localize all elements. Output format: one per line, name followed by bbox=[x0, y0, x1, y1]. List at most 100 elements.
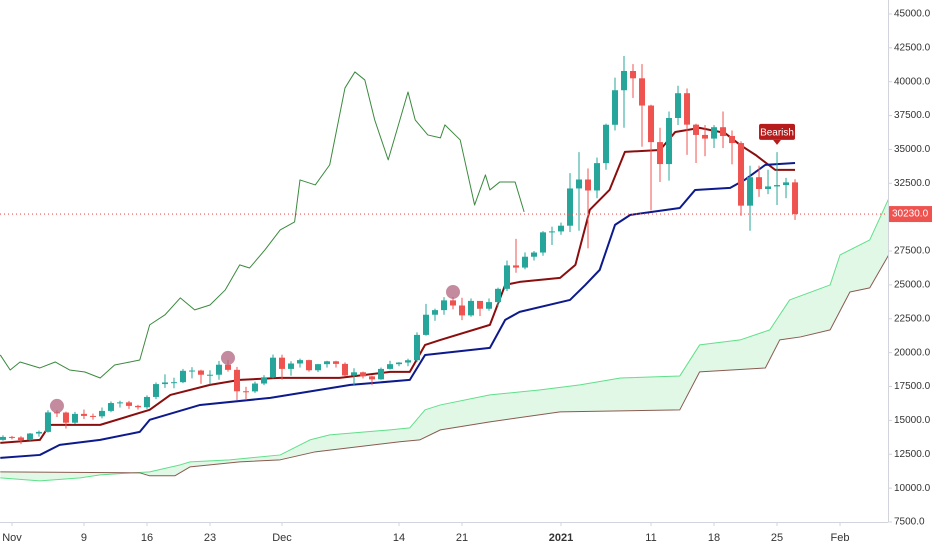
candle-body bbox=[648, 105, 655, 143]
candle-body bbox=[89, 415, 96, 417]
x-tick-label: 25 bbox=[771, 532, 783, 544]
candle-body bbox=[431, 310, 438, 315]
cloud-fill bbox=[0, 200, 888, 481]
annotation: Bearish bbox=[759, 123, 796, 145]
candle-body bbox=[251, 383, 258, 392]
y-tick-label: 45000.0 bbox=[894, 9, 931, 20]
candle-body bbox=[765, 186, 772, 189]
candle-body bbox=[459, 305, 466, 316]
y-tick-label: 10000.0 bbox=[894, 483, 931, 494]
last-price-box bbox=[889, 206, 932, 223]
candle-body bbox=[684, 93, 691, 125]
candle-body bbox=[386, 364, 393, 369]
candle-body bbox=[576, 179, 583, 189]
candle-body bbox=[206, 374, 213, 376]
y-tick-label: 40000.0 bbox=[894, 76, 931, 87]
x-tick-label: 2021 bbox=[549, 532, 573, 544]
candle-body bbox=[450, 300, 457, 306]
candle-body bbox=[17, 437, 24, 441]
candle-body bbox=[116, 402, 123, 404]
candle-body bbox=[107, 403, 114, 411]
y-tick-label: 37500.0 bbox=[894, 110, 931, 121]
candle-body bbox=[630, 70, 637, 79]
signal-marker bbox=[220, 350, 235, 365]
candle-body bbox=[179, 370, 186, 383]
candle-body bbox=[413, 334, 420, 361]
candle-body bbox=[377, 368, 384, 380]
candle-body bbox=[621, 70, 628, 91]
candle-body bbox=[224, 364, 231, 370]
x-tick-label: 11 bbox=[645, 532, 656, 544]
candle-body bbox=[269, 357, 276, 378]
annotation-pointer bbox=[773, 139, 782, 145]
x-tick-label: Nov bbox=[2, 532, 22, 544]
candle-body bbox=[711, 127, 718, 139]
x-tick-label: Dec bbox=[272, 532, 292, 544]
candle-body bbox=[35, 431, 42, 434]
candle-body bbox=[495, 288, 502, 303]
candle-body bbox=[332, 361, 339, 364]
y-tick-label: 7500.0 bbox=[894, 517, 925, 528]
candle-body bbox=[594, 163, 601, 191]
x-tick-label: 14 bbox=[393, 532, 405, 544]
x-tick-label: 18 bbox=[708, 532, 720, 544]
candle-body bbox=[774, 185, 781, 187]
candle-body bbox=[242, 391, 249, 393]
candle-body bbox=[152, 384, 159, 397]
candle-body bbox=[603, 124, 610, 164]
candle-body bbox=[323, 361, 330, 365]
candle-body bbox=[395, 362, 402, 365]
y-tick-label: 17500.0 bbox=[894, 381, 931, 392]
candle-body bbox=[188, 370, 195, 372]
indicator-line bbox=[0, 71, 525, 379]
candle-body bbox=[702, 134, 709, 139]
candle-body bbox=[657, 142, 664, 165]
candle-body bbox=[278, 357, 285, 369]
y-tick-label: 32500.0 bbox=[894, 178, 931, 189]
candle-body bbox=[62, 412, 69, 423]
indicator-line bbox=[0, 199, 888, 482]
y-tick-label: 25000.0 bbox=[894, 280, 931, 291]
candle-body bbox=[504, 265, 511, 289]
candle-body bbox=[404, 360, 411, 363]
candle-body bbox=[747, 177, 754, 206]
candle-body bbox=[477, 300, 484, 309]
candle-body bbox=[729, 136, 736, 144]
x-tick-label: 16 bbox=[141, 532, 153, 544]
x-tick-label: 9 bbox=[81, 532, 87, 544]
y-tick-label: 35000.0 bbox=[894, 144, 931, 155]
candle-body bbox=[513, 265, 520, 268]
axes: 7500.0 10000.0 12500.0 15000.0 17500.0 20000.… bbox=[2, 9, 932, 544]
candle-body bbox=[441, 300, 447, 311]
candle-body bbox=[125, 402, 132, 406]
y-tick-label: 42500.0 bbox=[894, 42, 931, 53]
candle-body bbox=[341, 363, 348, 376]
candle-body bbox=[792, 182, 799, 215]
candle-body bbox=[296, 360, 303, 364]
candle-body bbox=[0, 436, 6, 440]
x-tick-label: 21 bbox=[456, 532, 468, 544]
last-price-label: 30230.0 bbox=[892, 209, 929, 220]
indicator-line bbox=[0, 255, 888, 477]
plot-area: Bearish bbox=[0, 55, 888, 482]
y-tick-label: 20000.0 bbox=[894, 347, 931, 358]
candle-body bbox=[756, 177, 763, 189]
candle-body bbox=[738, 143, 745, 206]
candle-body bbox=[80, 413, 87, 416]
candle-body bbox=[134, 405, 141, 408]
candle-body bbox=[783, 182, 790, 186]
candle-body bbox=[170, 382, 177, 384]
signal-marker bbox=[446, 284, 461, 299]
candle-body bbox=[44, 412, 51, 432]
candle-body bbox=[612, 90, 619, 125]
candle-body bbox=[260, 377, 267, 384]
candle-body bbox=[486, 302, 493, 309]
candle-body bbox=[639, 78, 646, 106]
candle-body bbox=[287, 363, 294, 369]
annotation-box bbox=[759, 123, 796, 140]
candle-body bbox=[693, 124, 700, 135]
candle-body bbox=[675, 93, 682, 119]
